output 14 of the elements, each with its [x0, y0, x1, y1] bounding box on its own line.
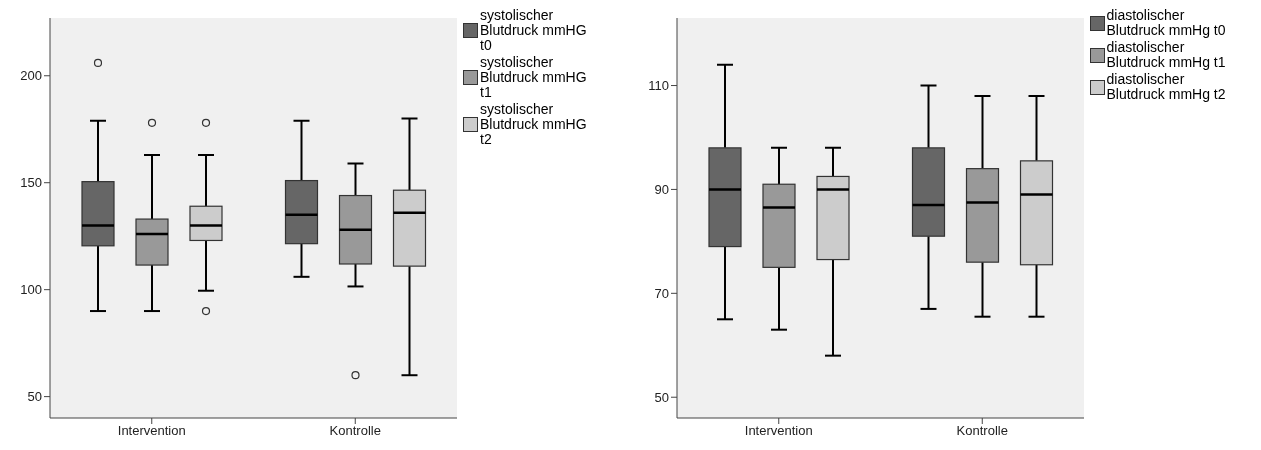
x-tick-label: Kontrolle: [956, 423, 1008, 439]
x-tick-label: Intervention: [744, 423, 813, 439]
y-tick-label: 100: [20, 282, 42, 298]
y-tick-label: 90: [654, 182, 669, 198]
x-tick-label: Kontrolle: [329, 423, 381, 439]
y-tick-label: 110: [647, 78, 669, 94]
legend-label: diastolischer Blutdruck mmHg t2: [1106, 71, 1227, 102]
y-tick-label: 70: [654, 285, 669, 301]
y-tick-label: 150: [20, 175, 42, 191]
y-tick-label: 200: [20, 68, 42, 84]
y-tick-label: 50: [27, 389, 42, 405]
legend-label: systolischer Blutdruck mmHG t2: [480, 101, 588, 147]
y-tick-label: 50: [654, 389, 669, 405]
x-tick-label: Intervention: [117, 423, 186, 439]
